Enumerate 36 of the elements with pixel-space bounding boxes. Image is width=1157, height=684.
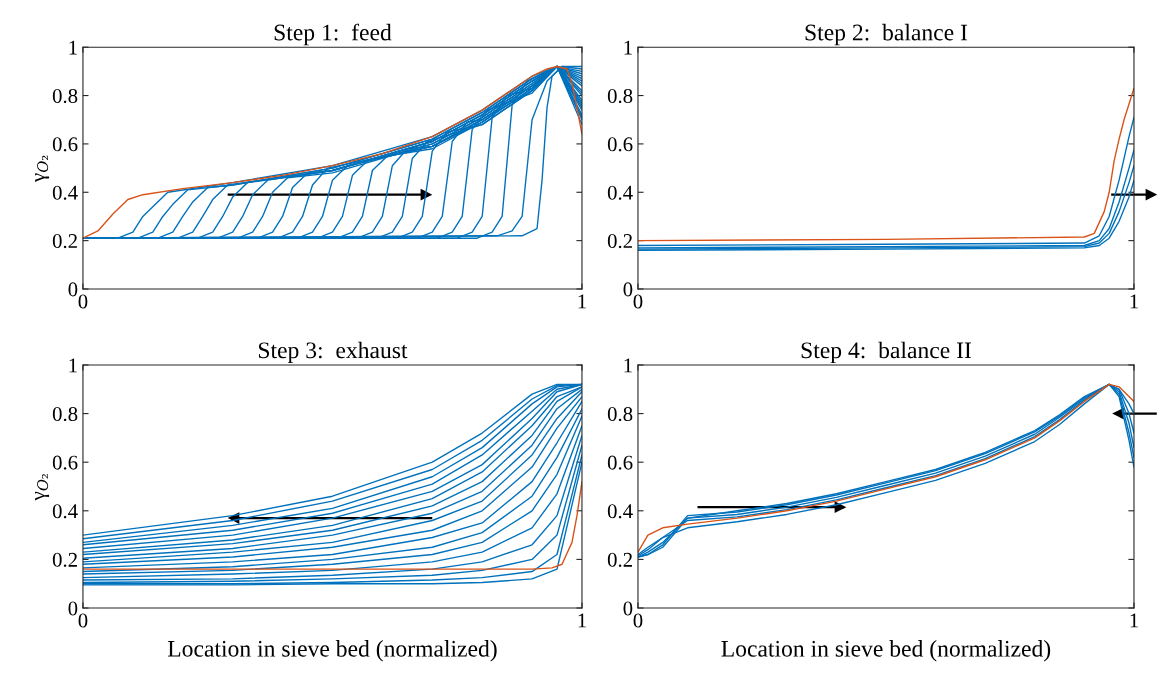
y-tick-label: 1 [69, 358, 77, 373]
x-tick-label: 1 [578, 613, 586, 628]
y-tick-label: 0.8 [607, 406, 633, 422]
y-tick-label: 0.2 [52, 234, 77, 249]
y-tick-label: 0 [68, 601, 78, 616]
y-tick-label: 0 [623, 601, 633, 616]
x-tick-label: 1 [1130, 294, 1138, 309]
y-axis-title: γ$_{O₂}$ [35, 155, 50, 183]
y-tick-label: 0 [623, 282, 633, 297]
y-tick-label: 1 [69, 40, 77, 55]
y-tick-label: 0.4 [607, 504, 633, 519]
y-tick-label: 0.6 [607, 137, 633, 152]
y-tick-label: 0.8 [52, 88, 78, 104]
y-tick-label: 1 [624, 40, 632, 55]
y-tick-label: 0.6 [607, 455, 633, 470]
y-tick-label: 0.4 [52, 504, 78, 519]
y-tick-label: 0.2 [52, 552, 77, 567]
chart-title: Step 1: feed [274, 23, 392, 46]
y-tick-label: 0.8 [607, 88, 633, 104]
y-tick-label: 0.4 [52, 185, 78, 200]
y-tick-label: 0.6 [52, 137, 78, 152]
y-tick-label: 0.2 [607, 234, 632, 249]
x-tick-label: 1 [578, 294, 586, 309]
chart-title: Step 3: exhaust [258, 341, 408, 364]
y-tick-label: 0 [68, 282, 78, 297]
y-tick-label: 0.6 [52, 455, 78, 470]
chart-title: Step 2: balance I [805, 23, 968, 46]
y-tick-label: 0.2 [607, 552, 632, 567]
y-tick-label: 1 [624, 358, 632, 373]
chart-title: Step 4: balance II [801, 341, 972, 364]
y-tick-label: 0.4 [607, 185, 633, 200]
y-tick-label: 0.8 [52, 406, 78, 422]
x-axis-title: Location in sieve bed (normalized) [167, 640, 497, 662]
x-axis-title: Location in sieve bed (normalized) [721, 640, 1051, 662]
y-axis-title: γ$_{O₂}$ [35, 474, 50, 501]
x-tick-label: 1 [1130, 613, 1138, 628]
